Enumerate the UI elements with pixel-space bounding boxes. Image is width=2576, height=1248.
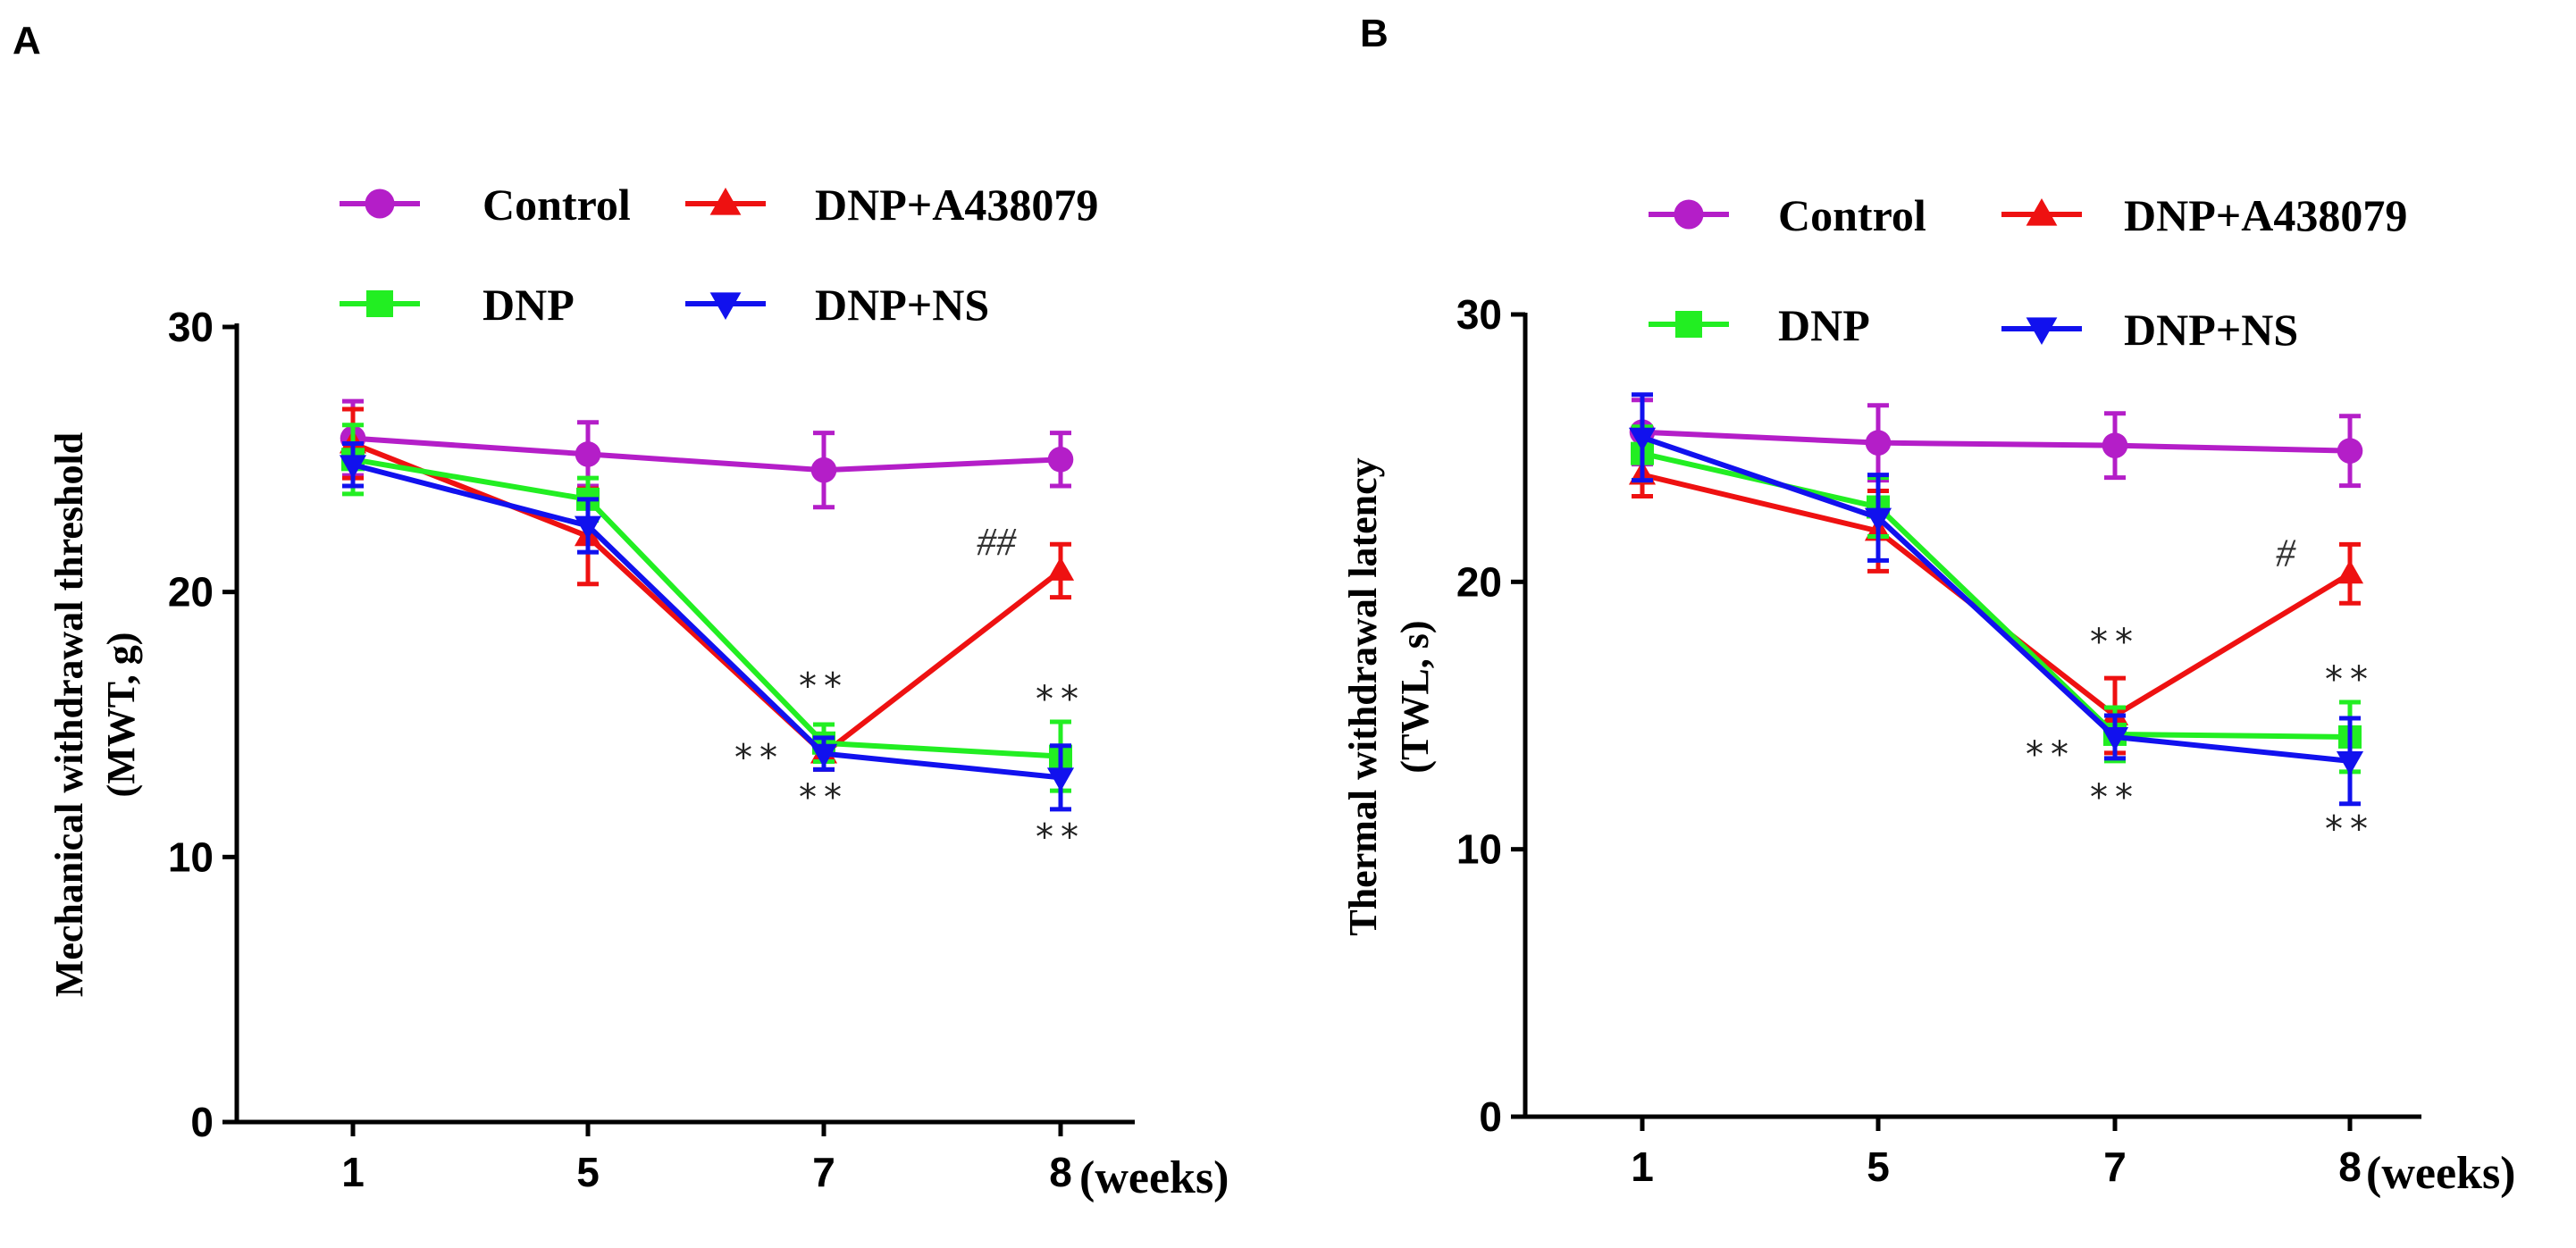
panel-a-ytick-label-0: 0	[190, 1099, 214, 1145]
panel-b-xtick-label-5: 5	[1867, 1143, 1890, 1190]
panel-b-legend-item-dnp-ns: DNP+NS	[2001, 305, 2298, 355]
panel-a-annotation-3: **	[1036, 679, 1086, 720]
panel-b-line-dnp	[1642, 454, 2350, 737]
panel-a-legend-label-dnp-a438079: DNP+A438079	[815, 180, 1098, 230]
panel-a-point-control-5	[575, 441, 601, 467]
panel-a-legend-item-dnp-a438079: DNP+A438079	[685, 180, 1098, 230]
panel-b-ylabel-line2: (TWL, s)	[1393, 620, 1437, 773]
panel-b-point-dnp-a438079-8	[2337, 560, 2363, 584]
panel-a-legend-label-control: Control	[482, 180, 631, 230]
panel-b-ytick-label-30: 30	[1456, 291, 1502, 338]
panel-a-plot: 0 10 20 30 1 5 7 8 ** ** ** ** ** ##	[168, 304, 1086, 1195]
panel-b-ytick-label-0: 0	[1479, 1093, 1502, 1140]
panel-b-annotation-1: **	[2090, 777, 2140, 818]
panel-b-point-control-5	[1866, 430, 1892, 456]
panel-a-xlabel: (weeks)	[1079, 1152, 1229, 1203]
panel-a-legend-label-dnp-ns: DNP+NS	[815, 280, 989, 330]
panel-b-plot: 0 10 20 30 1 5 7 8 ** ** ** ** ** #	[1456, 291, 2375, 1190]
panel-a-annotation-1: **	[799, 777, 849, 818]
panel-a-xtick-label-5: 5	[576, 1149, 600, 1195]
panel-b-annotation-5: #	[2276, 531, 2296, 574]
panel-a-ylabel-line1: Mechanical withdrawal threshold	[47, 432, 91, 997]
panel-b-xlabel: (weeks)	[2366, 1148, 2516, 1199]
panel-a-annotation-5: ##	[977, 520, 1017, 564]
panel-b-ytick-label-10: 10	[1456, 826, 1502, 873]
panel-b-legend-item-dnp-a438079: DNP+A438079	[2001, 190, 2407, 240]
panel-a-legend-marker-dnp	[366, 290, 393, 317]
panel-a-point-dnp-a438079-8	[1047, 557, 1074, 581]
panel-b-legend-marker-control	[1674, 200, 1704, 230]
panel-a-annotation-0: **	[799, 666, 849, 707]
panel-a-ytick-label-10: 10	[168, 833, 214, 880]
panel-b-legend-label-dnp-a438079: DNP+A438079	[2124, 190, 2407, 240]
panel-a-xtick-label-7: 7	[812, 1149, 835, 1195]
panel-a-annotation-2: **	[734, 737, 785, 778]
panel-a-legend-item-control: Control	[340, 180, 631, 230]
panel-a-letter: A	[13, 19, 41, 63]
panel-b-legend-label-dnp-ns: DNP+NS	[2124, 305, 2298, 355]
panel-a-series-dnp-ns	[340, 444, 1074, 809]
panel-a-ytick-label-20: 20	[168, 569, 214, 616]
panel-b-legend-item-control: Control	[1649, 190, 1926, 240]
panel-b-line-dnp-ns	[1642, 438, 2350, 761]
panel-b-annotation-3: **	[2325, 659, 2375, 700]
panel-b: B Control DNP+A438079 DNP DNP+NS Thermal wi…	[1341, 12, 2516, 1199]
panel-a-legend-item-dnp-ns: DNP+NS	[685, 280, 989, 330]
panel-b-ytick-label-20: 20	[1456, 558, 1502, 605]
figure-canvas: A Control DNP+A438079 DNP DNP+NS Mechanical…	[0, 0, 2576, 1248]
panel-a-legend: Control DNP+A438079 DNP DNP+NS	[340, 180, 1098, 330]
panel-a-ylabel-line2: (MWT, g)	[99, 632, 143, 798]
panel-a-legend-marker-control	[365, 189, 395, 219]
panel-a-line-dnp	[353, 459, 1061, 756]
panel-b-point-control-8	[2337, 438, 2363, 464]
panel-b-line-control	[1642, 432, 2350, 451]
panel-b-xtick-label-8: 8	[2338, 1143, 2362, 1190]
panel-a-legend-item-dnp: DNP	[340, 280, 575, 330]
panel-b-series-dnp-a438079	[1629, 454, 2363, 753]
panel-b-legend: Control DNP+A438079 DNP DNP+NS	[1649, 190, 2407, 355]
panel-b-series-dnp-ns	[1629, 395, 2363, 804]
panel-a-ytick-label-30: 30	[168, 304, 214, 350]
panel-b-letter: B	[1360, 12, 1389, 55]
panel-b-legend-label-dnp: DNP	[1778, 300, 1870, 350]
panel-b-line-dnp-a438079	[1642, 475, 2350, 716]
panel-b-annotation-4: **	[2325, 809, 2375, 850]
panel-b-ylabel-line1: Thermal withdrawal latency	[1341, 457, 1385, 935]
panel-b-legend-label-control: Control	[1778, 190, 1926, 240]
panel-a-point-control-7	[811, 457, 837, 483]
panel-b-annotation-0: **	[2090, 622, 2140, 663]
panel-b-legend-marker-dnp	[1675, 311, 1702, 338]
panel-a-point-control-8	[1048, 447, 1074, 473]
panel-b-point-control-7	[2102, 432, 2128, 458]
panel-a: A Control DNP+A438079 DNP DNP+NS Mechanical…	[13, 19, 1229, 1203]
panel-a-xtick-label-1: 1	[341, 1149, 365, 1195]
panel-a-annotation-4: **	[1036, 817, 1086, 858]
panel-b-annotation-2: **	[2026, 734, 2076, 775]
panel-b-series-dnp	[1631, 427, 2362, 772]
panel-a-point-dnp-ns-8	[1047, 767, 1074, 792]
panel-b-xtick-label-7: 7	[2103, 1143, 2127, 1190]
panel-b-legend-item-dnp: DNP	[1649, 300, 1870, 350]
panel-a-line-control	[353, 439, 1061, 471]
panel-a-xtick-label-8: 8	[1049, 1149, 1072, 1195]
panel-a-legend-label-dnp: DNP	[482, 280, 575, 330]
panel-b-xtick-label-1: 1	[1631, 1143, 1654, 1190]
